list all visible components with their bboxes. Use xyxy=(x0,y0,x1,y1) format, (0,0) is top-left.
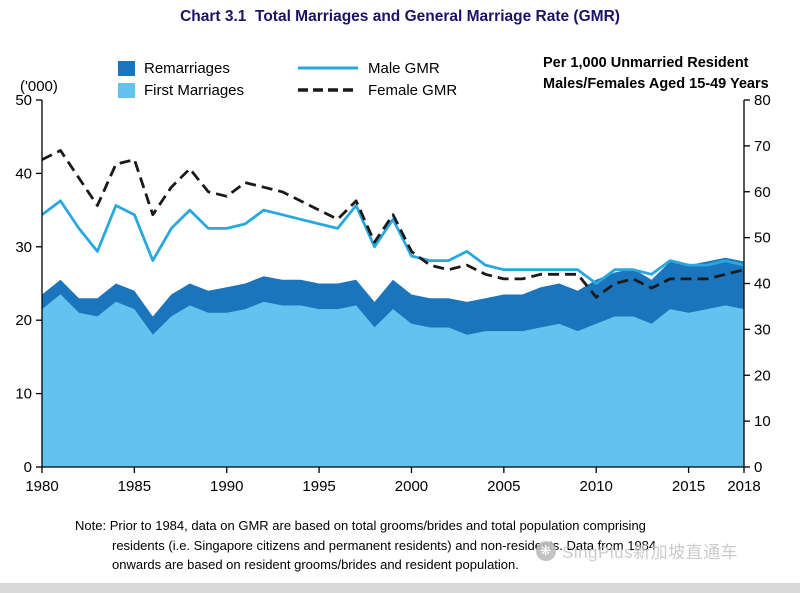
remarriages-swatch-icon xyxy=(118,60,135,76)
left-axis-unit-label: ('000) xyxy=(20,78,58,95)
right-axis-tick-label: 20 xyxy=(754,367,771,384)
legend-item-female-gmr: Female GMR xyxy=(297,79,457,101)
right-axis-tick-label: 0 xyxy=(754,459,762,476)
legend-areas: Remarriages First Marriages xyxy=(118,57,244,101)
legend-label-female-gmr: Female GMR xyxy=(368,81,458,99)
x-axis-tick-label: 1980 xyxy=(25,478,58,495)
right-axis-tick-label: 70 xyxy=(754,138,771,155)
left-axis-tick-label: 30 xyxy=(15,239,32,256)
right-axis-caption: Per 1,000 Unmarried Resident Males/Femal… xyxy=(543,53,769,95)
first-marriages-swatch-rect xyxy=(118,82,135,98)
legend-item-male-gmr: Male GMR xyxy=(297,57,457,79)
x-axis-tick-label: 1985 xyxy=(118,478,151,495)
chart-note-label: Note: xyxy=(75,518,107,533)
page-footer-strip xyxy=(0,583,800,593)
right-axis-tick-label: 60 xyxy=(754,184,771,201)
right-axis-tick-label: 40 xyxy=(754,276,771,293)
male-gmr-line-icon xyxy=(298,66,358,70)
watermark: ❋ SingPlus新加坡直通车 xyxy=(536,538,738,563)
right-axis-tick-label: 10 xyxy=(754,413,771,430)
left-axis-tick-label: 40 xyxy=(15,165,32,182)
right-axis-tick-label: 50 xyxy=(754,230,771,247)
right-axis-tick-label: 80 xyxy=(754,92,771,109)
left-axis-tick-label: 0 xyxy=(24,459,32,476)
chart-note: Note: Prior to 1984, data on GMR are bas… xyxy=(75,516,656,575)
legend-lines: Male GMR Female GMR xyxy=(297,57,457,101)
x-axis-tick-label: 1990 xyxy=(210,478,243,495)
legend-label-first-marriages: First Marriages xyxy=(144,81,245,99)
legend-label-male-gmr: Male GMR xyxy=(368,59,440,77)
chart-note-line2: residents (i.e. Singapore citizens and p… xyxy=(112,537,657,553)
remarriages-swatch-rect xyxy=(118,60,135,76)
female-gmr-line-icon xyxy=(298,88,358,92)
x-axis-tick-label: 2000 xyxy=(395,478,428,495)
left-axis-tick-label: 20 xyxy=(15,312,32,329)
line-female-gmr xyxy=(41,149,745,299)
area-first-marriages xyxy=(42,294,744,467)
area-remarriages xyxy=(42,257,744,335)
watermark-text: SingPlus新加坡直通车 xyxy=(562,543,739,562)
x-axis-tick-label: 2015 xyxy=(672,478,705,495)
legend-item-first-marriages: First Marriages xyxy=(118,79,244,101)
left-axis-tick-label: 10 xyxy=(15,386,32,403)
right-axis-caption-line2: Males/Females Aged 15-49 Years xyxy=(543,76,769,93)
legend-item-remarriages: Remarriages xyxy=(118,57,244,79)
line-male-gmr xyxy=(41,199,745,285)
legend-label-remarriages: Remarriages xyxy=(144,59,230,77)
x-axis-tick-label: 2010 xyxy=(580,478,613,495)
chart-note-line1: Note: Prior to 1984, data on GMR are bas… xyxy=(75,516,656,536)
chart-note-line3: onwards are based on resident grooms/bri… xyxy=(112,557,519,572)
first-marriages-swatch-icon xyxy=(118,82,135,98)
x-axis-tick-label: 1995 xyxy=(302,478,335,495)
right-axis-caption-line1: Per 1,000 Unmarried Resident xyxy=(543,55,749,71)
left-axis-tick-label: 50 xyxy=(15,92,32,109)
chart-note-text1: Prior to 1984, data on GMR are based on … xyxy=(109,518,646,533)
right-axis-tick-label: 30 xyxy=(754,321,771,338)
chart-title: Chart 3.1 Total Marriages and General Ma… xyxy=(180,8,620,25)
singplus-logo-icon: ❋ xyxy=(536,540,556,561)
x-axis-tick-label: 2005 xyxy=(487,478,520,495)
x-axis-tick-label: 2018 xyxy=(727,478,760,495)
